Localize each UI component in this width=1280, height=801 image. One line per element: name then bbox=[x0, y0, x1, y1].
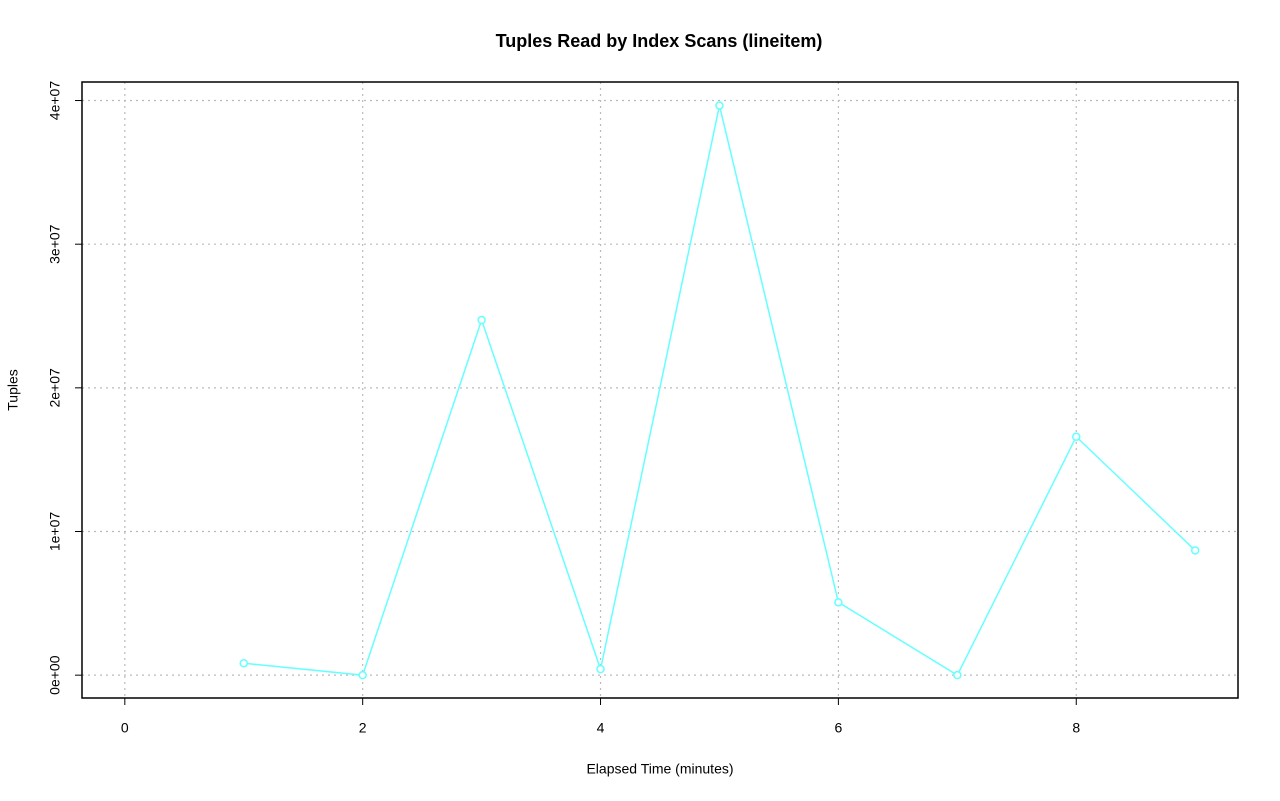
point bbox=[596, 664, 605, 674]
y-tick-label: 0e+00 bbox=[47, 655, 63, 695]
x-tick-label: 2 bbox=[359, 720, 367, 736]
y-axis-title: Tuples bbox=[5, 369, 21, 411]
x-axis-title: Elapsed Time (minutes) bbox=[586, 761, 733, 777]
x-tick-label: 8 bbox=[1072, 720, 1080, 736]
line bbox=[243, 105, 1196, 677]
point bbox=[953, 670, 962, 680]
x-tick-label: 0 bbox=[121, 720, 129, 736]
point bbox=[715, 101, 724, 110]
chart-title: Tuples Read by Index Scans (lineitem) bbox=[496, 31, 823, 51]
point bbox=[358, 670, 367, 680]
x-tick-label: 6 bbox=[834, 720, 842, 736]
point bbox=[1072, 432, 1081, 441]
plot-frame bbox=[81, 81, 1239, 699]
point bbox=[1190, 546, 1200, 555]
y-tick-label: 4e+07 bbox=[47, 81, 63, 121]
y-tick-label: 2e+07 bbox=[47, 368, 63, 408]
y-tick-label: 1e+07 bbox=[47, 512, 63, 552]
point bbox=[477, 315, 486, 325]
point bbox=[834, 598, 843, 607]
point bbox=[239, 658, 248, 668]
y-tick-label: 3e+07 bbox=[47, 224, 63, 264]
x-tick-label: 4 bbox=[597, 720, 605, 736]
